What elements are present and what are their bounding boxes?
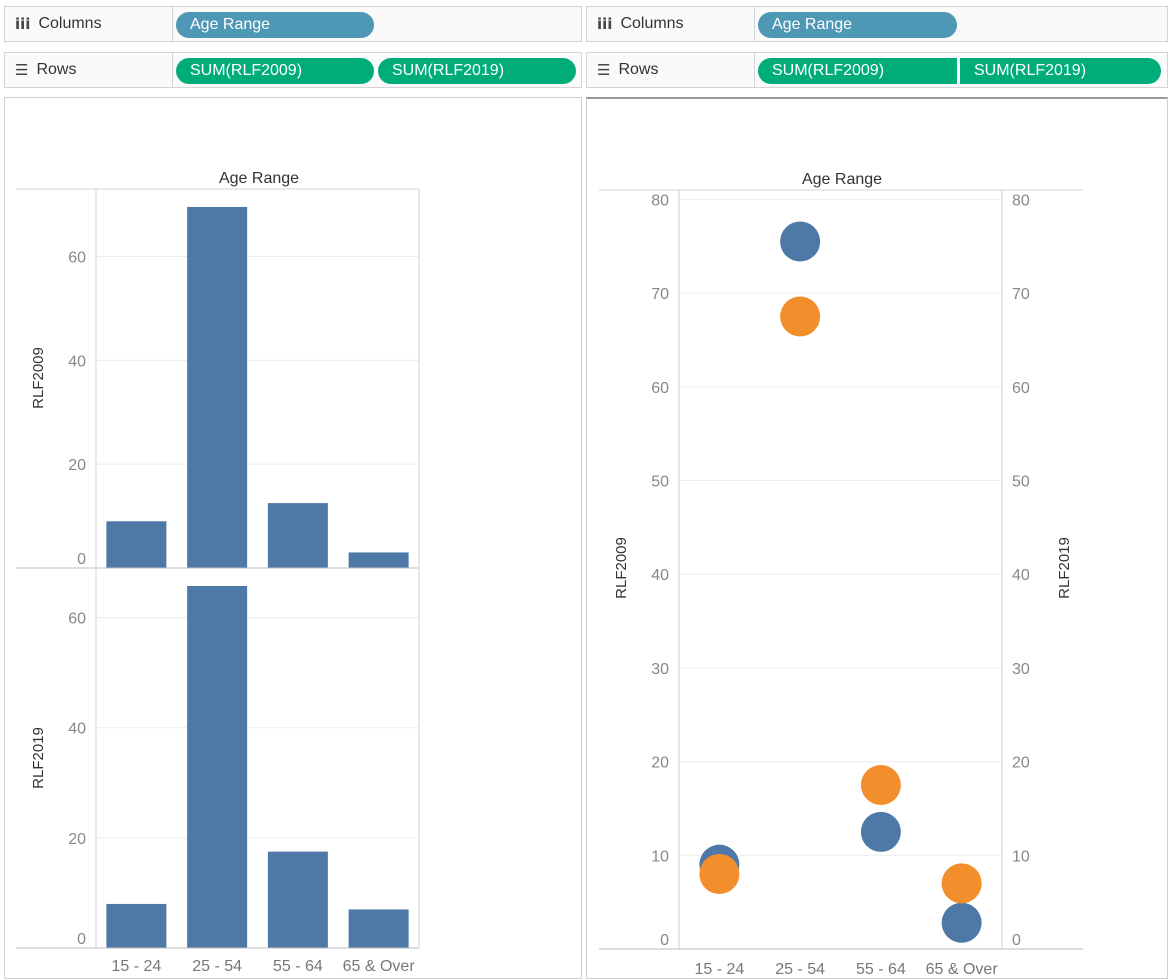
left-y-tick-label: 50 [651, 473, 669, 490]
right-y-tick-label: 30 [1012, 661, 1030, 678]
circle-rlf2019-65-and-over[interactable] [941, 863, 982, 904]
dual-ticks: 0 0 10 10 20 20 30 30 40 40 50 50 60 60 70 70 80 80 [651, 192, 1030, 949]
bar-chart-header: Age Range [219, 170, 299, 187]
rows-label-text: Rows [36, 61, 77, 78]
right-y-tick-label: 40 [1012, 567, 1030, 584]
sum-rlf2019-pill[interactable]: SUM(RLF2019) [960, 58, 1161, 84]
right-y-tick-label: 20 [1012, 755, 1030, 772]
sum-rlf2009-pill[interactable]: SUM(RLF2009) [176, 58, 374, 84]
bar-rlf2009-55-64[interactable] [267, 503, 328, 568]
left-y-tick-label: 10 [651, 848, 669, 865]
rows-shelf-left[interactable]: ☰ Rows SUM(RLF2009) SUM(RLF2019) [4, 52, 582, 88]
bar-x-ticks: 15 - 24 25 - 54 55 - 64 65 & Over [111, 958, 415, 975]
x-tick-label: 15 - 24 [111, 958, 161, 975]
circle-rlf2009-65-and-over[interactable] [941, 902, 982, 943]
x-tick-label: 65 & Over [926, 961, 999, 978]
rlf2009-axis-label: RLF2009 [613, 537, 630, 599]
x-tick-label: 25 - 54 [775, 961, 825, 978]
x-tick-label: 55 - 64 [856, 961, 906, 978]
bar-rlf2019-15-24[interactable] [106, 903, 167, 948]
dual-axis-pane: Age Range RLF2009 RLF2019 0 0 10 10 20 20 30 30… [586, 97, 1168, 979]
age-range-pill[interactable]: Age Range [758, 12, 957, 38]
circle-rlf2009-25-54[interactable] [780, 221, 821, 262]
age-range-pill[interactable]: Age Range [176, 12, 374, 38]
x-tick-label: 65 & Over [343, 958, 416, 975]
rows-icon: ☰ [597, 61, 611, 79]
columns-label-text: Columns [38, 15, 102, 32]
bar-rlf2019-25-54[interactable] [187, 586, 248, 948]
y-tick-label: 60 [68, 611, 86, 628]
sum-rlf2009-pill[interactable]: SUM(RLF2009) [758, 58, 957, 84]
rows-shelf-label-left: ☰ Rows [5, 53, 173, 87]
y-tick-label: 0 [77, 931, 86, 948]
left-y-tick-label: 80 [651, 192, 669, 209]
dual-axis-chart: Age Range RLF2009 RLF2019 0 0 10 10 20 20 30 30… [599, 171, 1083, 978]
right-y-tick-label: 80 [1012, 192, 1030, 209]
y-tick-label: 40 [68, 721, 86, 738]
rlf2019-axis-label: RLF2019 [1056, 537, 1073, 599]
rows-shelf-right[interactable]: ☰ Rows SUM(RLF2009) SUM(RLF2019) [586, 52, 1168, 88]
rows-icon: ☰ [15, 61, 29, 79]
columns-label-text: Columns [620, 15, 684, 32]
sum-rlf2019-pill[interactable]: SUM(RLF2019) [378, 58, 576, 84]
right-y-tick-label: 60 [1012, 380, 1030, 397]
bar-marks [106, 207, 409, 948]
bar-rlf2019-55-64[interactable] [267, 851, 328, 948]
y-tick-label: 40 [68, 353, 86, 370]
columns-shelf-label-right: iii Columns [587, 7, 755, 41]
x-tick-label: 25 - 54 [192, 958, 242, 975]
right-y-tick-label: 10 [1012, 848, 1030, 865]
left-y-tick-label: 30 [651, 661, 669, 678]
circle-rlf2019-25-54[interactable] [780, 296, 821, 337]
bar-ticks: 0 20 40 60 0 20 40 60 [68, 249, 86, 948]
rlf2019-axis-label: RLF2019 [30, 727, 47, 789]
columns-shelf-left[interactable]: iii Columns Age Range [4, 6, 582, 42]
bar-gridlines [96, 255, 419, 839]
bar-rlf2019-65-and-over[interactable] [348, 909, 409, 948]
bar-chart: Age Range RLF2009 RLF2019 0 20 40 60 0 20 40 60… [16, 170, 420, 975]
left-y-tick-label: 40 [651, 567, 669, 584]
left-y-tick-label: 20 [651, 755, 669, 772]
y-tick-label: 20 [68, 457, 86, 474]
circle-rlf2019-55-64[interactable] [860, 765, 901, 806]
columns-shelf-label-left: iii Columns [5, 7, 173, 41]
circle-marks [699, 221, 982, 943]
columns-icon: iii [597, 15, 613, 33]
left-y-tick-label: 60 [651, 380, 669, 397]
left-y-tick-label: 70 [651, 286, 669, 303]
bar-rlf2009-65-and-over[interactable] [348, 552, 409, 568]
rlf2009-axis-label: RLF2009 [30, 347, 47, 409]
y-tick-label: 60 [68, 249, 86, 266]
dual-axis-header: Age Range [802, 171, 882, 188]
left-y-tick-label: 0 [660, 932, 669, 949]
right-y-tick-label: 70 [1012, 286, 1030, 303]
rows-shelf-label-right: ☰ Rows [587, 53, 755, 87]
bar-chart-pane: Age Range RLF2009 RLF2019 0 20 40 60 0 20 40 60… [4, 97, 582, 979]
columns-shelf-right[interactable]: iii Columns Age Range [586, 6, 1168, 42]
bar-rlf2009-25-54[interactable] [187, 207, 248, 568]
y-tick-label: 0 [77, 551, 86, 568]
circle-rlf2009-55-64[interactable] [860, 811, 901, 852]
right-y-tick-label: 50 [1012, 473, 1030, 490]
columns-icon: iii [15, 15, 31, 33]
y-tick-label: 20 [68, 831, 86, 848]
x-tick-label: 55 - 64 [273, 958, 323, 975]
bar-rlf2009-15-24[interactable] [106, 521, 167, 568]
circle-rlf2019-15-24[interactable] [699, 854, 740, 895]
rows-label-text: Rows [618, 61, 659, 78]
right-y-tick-label: 0 [1012, 932, 1021, 949]
dual-x-ticks: 15 - 24 25 - 54 55 - 64 65 & Over [694, 961, 998, 978]
dual-gridlines [679, 198, 1002, 856]
x-tick-label: 15 - 24 [694, 961, 744, 978]
